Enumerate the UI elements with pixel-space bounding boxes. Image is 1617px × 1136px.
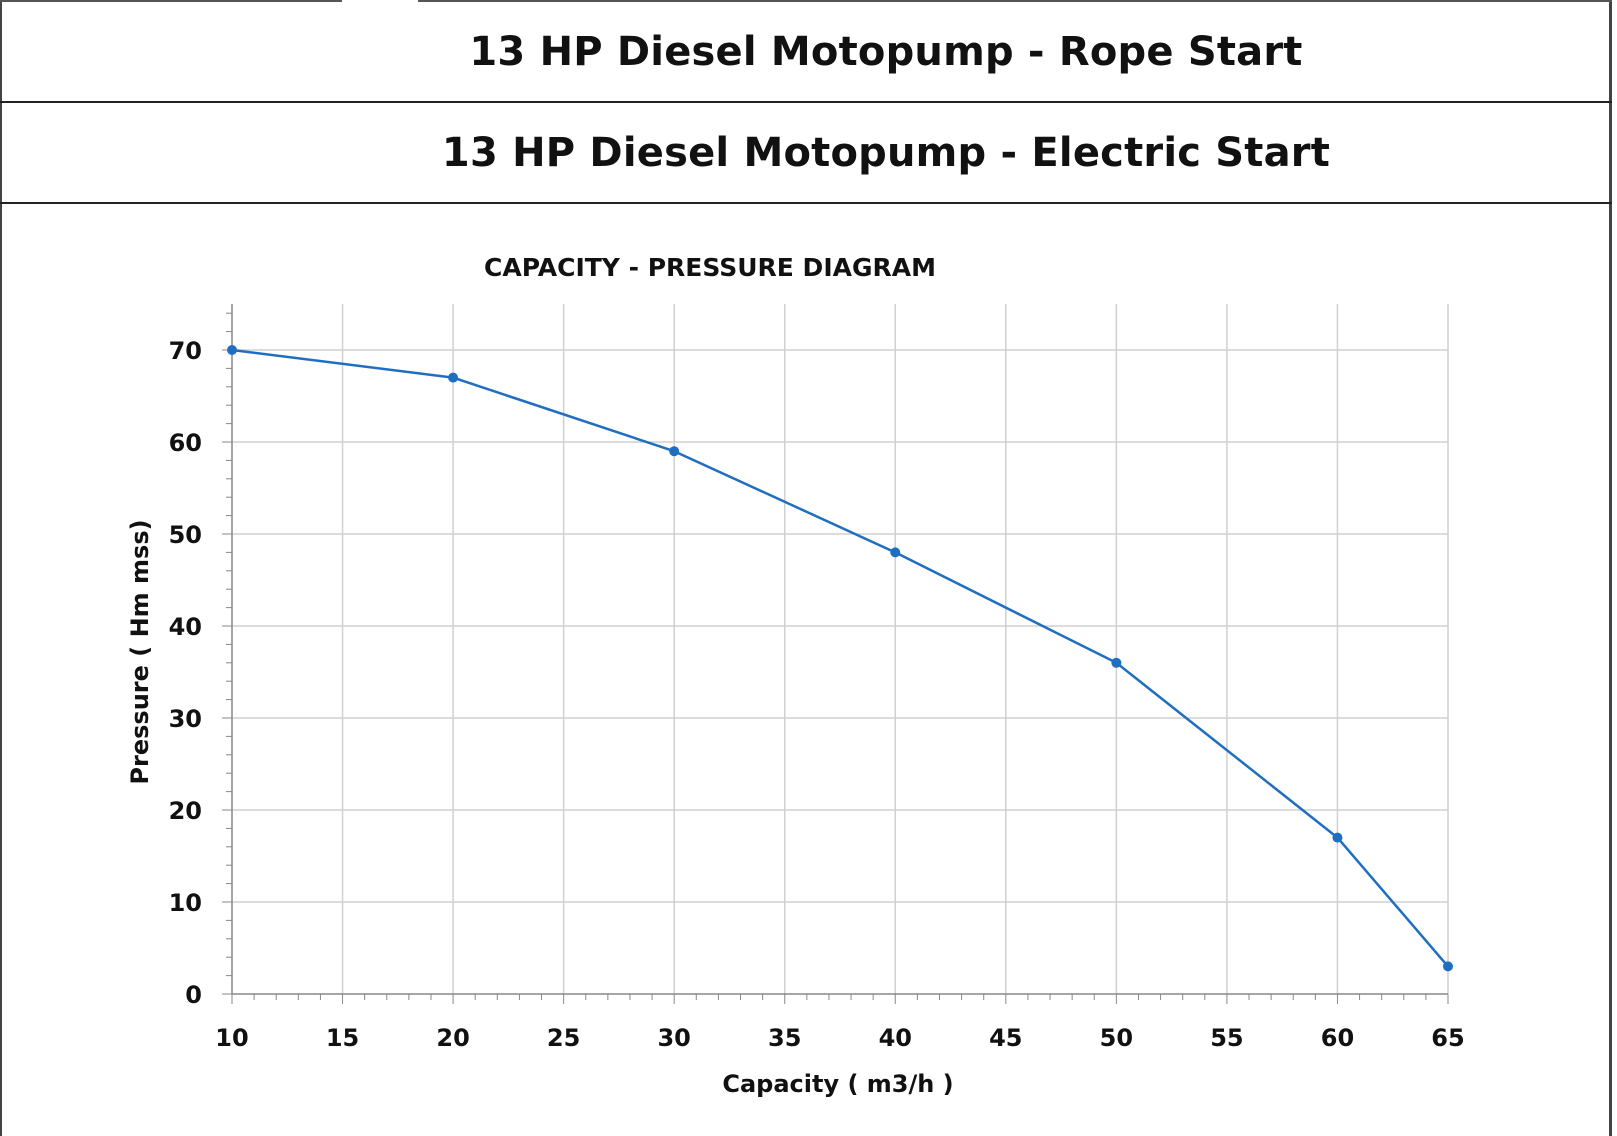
- data-point: [448, 372, 459, 383]
- y-tick-label: 20: [169, 797, 202, 825]
- data-point: [669, 446, 680, 457]
- header-row-electric-start: 13 HP Diesel Motopump - Electric Start: [0, 103, 1612, 204]
- y-tick-label: 60: [169, 429, 202, 457]
- x-axis-title: Capacity ( m3/h ): [722, 1070, 953, 1098]
- x-tick-label: 65: [1431, 1024, 1464, 1052]
- x-tick-label: 25: [547, 1024, 580, 1052]
- series-layer: [227, 345, 1453, 972]
- header-row-rope-start: 13 HP Diesel Motopump - Rope Start: [0, 2, 1612, 103]
- x-tick-label: 45: [989, 1024, 1022, 1052]
- axis-layer: [222, 304, 1449, 1004]
- data-point: [1111, 657, 1122, 668]
- y-tick-label: 10: [169, 889, 202, 917]
- y-axis-title: Pressure ( Hm mss): [126, 519, 154, 784]
- y-tick-label: 30: [169, 705, 202, 733]
- x-tick-label: 30: [657, 1024, 690, 1052]
- capacity-pressure-chart: CAPACITY - PRESSURE DIAGRAM 10 15 20 25 30 35…: [126, 253, 1465, 1098]
- label-layer: 10 15 20 25 30 35 40 45 50 55 60 65 0 10 20 30 40 50 60 70: [169, 337, 1465, 1052]
- chart-title: CAPACITY - PRESSURE DIAGRAM: [484, 253, 936, 282]
- y-tick-label: 50: [169, 521, 202, 549]
- y-tick-label: 0: [185, 981, 202, 1009]
- x-tick-label: 55: [1210, 1024, 1243, 1052]
- top-border: [0, 0, 1612, 2]
- x-tick-label: 10: [215, 1024, 248, 1052]
- top-border-gap: [342, 0, 418, 2]
- x-tick-label: 60: [1321, 1024, 1354, 1052]
- data-point: [1332, 832, 1343, 843]
- data-point: [890, 547, 901, 558]
- x-tick-label: 40: [879, 1024, 912, 1052]
- data-point: [227, 345, 237, 355]
- data-point: [1443, 961, 1453, 972]
- x-tick-label: 35: [768, 1024, 801, 1052]
- y-tick-label: 40: [169, 613, 202, 641]
- x-tick-label: 20: [436, 1024, 469, 1052]
- x-tick-label: 15: [326, 1024, 359, 1052]
- x-tick-label: 50: [1100, 1024, 1133, 1052]
- grid-layer: [232, 304, 1449, 994]
- header-title-electric-start: 13 HP Diesel Motopump - Electric Start: [441, 129, 1331, 176]
- header-title-rope-start: 13 HP Diesel Motopump - Rope Start: [469, 28, 1303, 75]
- y-tick-label: 70: [169, 337, 202, 365]
